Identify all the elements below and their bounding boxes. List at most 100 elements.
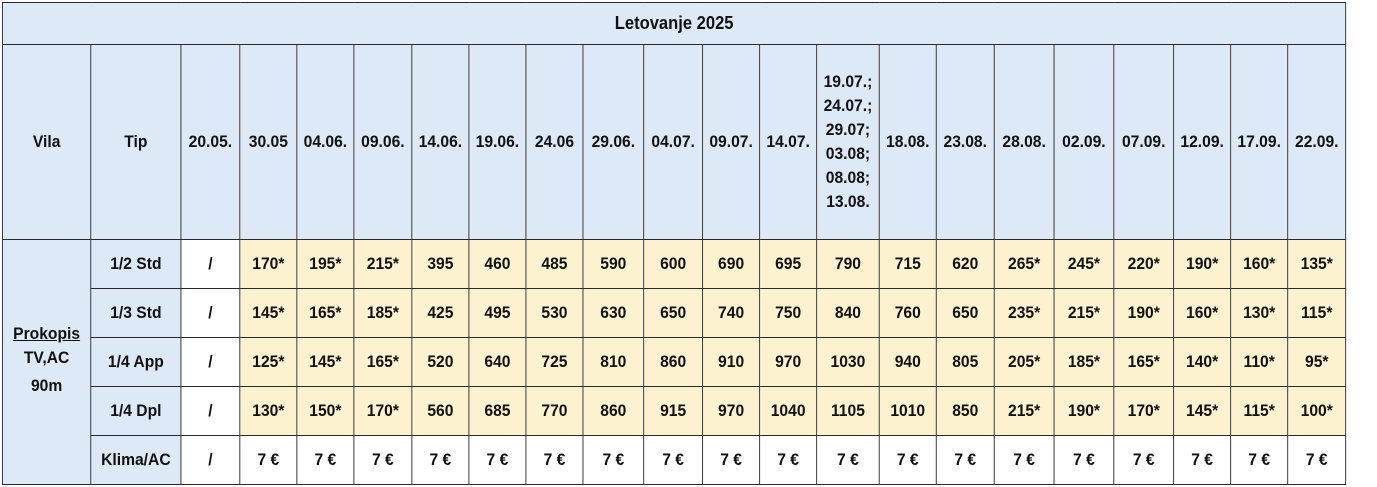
header-date: 14.07. <box>759 44 818 240</box>
price-cell: 7 € <box>759 435 818 485</box>
price-cell: 860 <box>582 386 645 436</box>
price-cell: 7 € <box>353 435 413 485</box>
price-cell: 130* <box>1230 288 1289 338</box>
header-date: 24.06 <box>525 44 584 240</box>
header-date: 20.05. <box>180 44 241 240</box>
header-date: 04.07. <box>643 44 704 240</box>
price-cell: 185* <box>1053 337 1115 387</box>
table-row: Prokopis TV,AC 90m 1/2 Std/170* 195* 215* 3… <box>2 239 1347 485</box>
price-cell: 7 € <box>1230 435 1289 485</box>
price-cell: 7 € <box>702 435 761 485</box>
price-cell: 770 <box>525 386 584 436</box>
header-date: 23.08. <box>935 44 995 240</box>
room-type-cell: 1/3 Std <box>90 288 182 338</box>
header-date-line: 29.07; <box>825 120 871 139</box>
price-cell: 560 <box>411 386 470 436</box>
price-cell: 150* <box>296 386 355 436</box>
price-cell: 160* <box>1173 288 1232 338</box>
header-date-line: 03.08; <box>825 144 871 163</box>
price-cell: 215* <box>353 239 413 289</box>
price-cell: 220* <box>1113 239 1175 289</box>
price-cell: 245* <box>1053 239 1115 289</box>
price-cell: 265* <box>993 239 1055 289</box>
price-cell: 7 € <box>1287 435 1347 485</box>
price-cell: 7 € <box>1053 435 1115 485</box>
room-type-cell: 1/4 Dpl <box>90 386 182 436</box>
price-cell: 650 <box>935 288 995 338</box>
price-cell: 170* <box>353 386 413 436</box>
table-row: 1/3 Std/145* 165* 185* 425 495 530 630 650 740 75… <box>2 288 1347 338</box>
table-title: Letovanje 2025 <box>1 2 1347 45</box>
price-cell: 140* <box>1173 337 1232 387</box>
price-cell: 520 <box>411 337 470 387</box>
price-cell: 7 € <box>468 435 527 485</box>
price-cell: 650 <box>643 288 704 338</box>
price-cell: 165* <box>296 288 355 338</box>
price-cell: 1030 <box>816 337 880 387</box>
villa-features: TV,AC <box>23 348 70 367</box>
price-cell: 740 <box>702 288 761 338</box>
price-cell: 135* <box>1287 239 1347 289</box>
price-cell: 115* <box>1230 386 1289 436</box>
room-type-cell: 1/4 App <box>90 337 182 387</box>
price-cell: / <box>180 239 241 289</box>
price-cell: 790 <box>816 239 880 289</box>
price-cell: 805 <box>935 337 995 387</box>
price-cell: 7 € <box>1173 435 1232 485</box>
header-date: 22.09. <box>1287 44 1347 240</box>
price-cell: 695 <box>759 239 818 289</box>
table-row: 1/4 App/125* 145* 165* 520 640 725 810 860 910 97… <box>2 337 1347 387</box>
price-cell: 7 € <box>878 435 937 485</box>
header-date: 04.06. <box>296 44 355 240</box>
price-cell: 145* <box>239 288 298 338</box>
header-date: 14.06. <box>411 44 470 240</box>
room-type-cell: Klima/AC <box>90 435 182 485</box>
price-cell: 530 <box>525 288 584 338</box>
price-cell: 970 <box>759 337 818 387</box>
price-cell: 460 <box>468 239 527 289</box>
header-tip: Tip <box>90 44 182 240</box>
header-date: 02.09. <box>1053 44 1115 240</box>
price-cell: 725 <box>525 337 584 387</box>
header-date: 07.09. <box>1113 44 1175 240</box>
price-cell: 840 <box>816 288 880 338</box>
price-cell: 7 € <box>816 435 880 485</box>
price-cell: 95* <box>1287 337 1347 387</box>
price-cell: 7 € <box>411 435 470 485</box>
price-cell: / <box>180 288 241 338</box>
header-date-line: 08.08; <box>825 168 871 187</box>
price-cell: 915 <box>643 386 704 436</box>
header-date: 09.07. <box>702 44 761 240</box>
header-date: 30.05 <box>239 44 298 240</box>
price-cell: 115* <box>1287 288 1347 338</box>
price-cell: 7 € <box>1113 435 1175 485</box>
price-cell: 1040 <box>759 386 818 436</box>
price-cell: 145* <box>296 337 355 387</box>
table-row: 1/4 Dpl/130* 150* 170* 560 685 770 860 915 970 10… <box>2 386 1347 436</box>
price-cell: 1105 <box>816 386 880 436</box>
header-date: 19.06. <box>468 44 527 240</box>
price-cell: 145* <box>1173 386 1232 436</box>
price-cell: 195* <box>296 239 355 289</box>
price-cell: 100* <box>1287 386 1347 436</box>
price-cell: 185* <box>353 288 413 338</box>
table-row: Klima/AC/7 €7 €7 €7 €7 €7 €7 €7 €7 €7 €7… <box>2 435 1347 485</box>
price-cell: 7 € <box>993 435 1055 485</box>
price-cell: 170* <box>239 239 298 289</box>
price-cell: 495 <box>468 288 527 338</box>
header-date: 28.08. <box>993 44 1055 240</box>
villa-cell: Prokopis TV,AC 90m <box>2 239 92 485</box>
price-table: Letovanje 2025 Vila Tip 20.05. 30.05 04.… <box>1 2 1347 485</box>
table-body: Prokopis TV,AC 90m 1/2 Std/170* 195* 215* 3… <box>2 239 1347 485</box>
price-cell: 165* <box>353 337 413 387</box>
price-cell: 160* <box>1230 239 1289 289</box>
price-cell: 715 <box>878 239 937 289</box>
price-cell: 485 <box>525 239 584 289</box>
price-cell: 940 <box>878 337 937 387</box>
header-date-line: 19.07.; <box>823 72 873 91</box>
price-cell: 205* <box>993 337 1055 387</box>
price-cell: 620 <box>935 239 995 289</box>
price-cell: 7 € <box>582 435 645 485</box>
price-cell: 130* <box>239 386 298 436</box>
price-cell: 125* <box>239 337 298 387</box>
